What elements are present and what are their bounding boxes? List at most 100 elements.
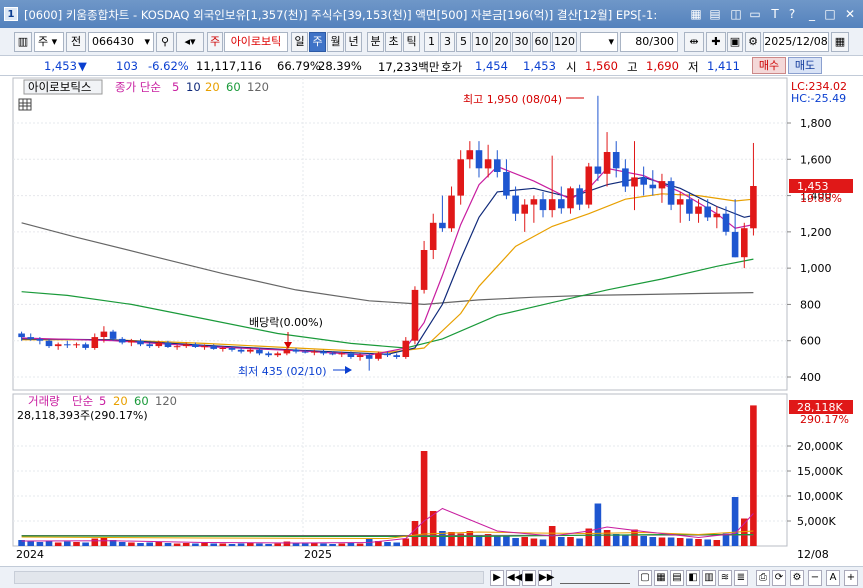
tick-3[interactable]: 3 (440, 32, 455, 52)
stock-type-badge: 주 (207, 32, 223, 52)
zoom-out-button[interactable]: − (808, 570, 822, 586)
maximize-icon[interactable]: □ (824, 7, 836, 21)
ma-line-10 (21, 176, 754, 355)
help-icon[interactable]: ? (788, 7, 796, 21)
count-input[interactable]: 80/300 (620, 32, 678, 52)
tick-20[interactable]: 20 (492, 32, 511, 52)
dividend-annotation: 배당락(0.00%) (249, 316, 323, 329)
stop-button[interactable]: ■ (522, 570, 536, 586)
period-tick[interactable]: 틱 (403, 32, 420, 52)
zoom-slider[interactable] (560, 571, 630, 584)
volume-bar (475, 535, 483, 546)
volume-bar (713, 540, 721, 546)
candle-body (73, 344, 80, 346)
market-select[interactable]: 주 ▾ (34, 32, 64, 52)
settings-icon[interactable]: ⚙ (790, 570, 804, 586)
tick-1[interactable]: 1 (424, 32, 439, 52)
volume-bar (722, 533, 730, 546)
window-icon[interactable]: ▭ (749, 7, 761, 21)
custom-period-input[interactable]: ▾ (580, 32, 618, 52)
forward-button[interactable]: ▶▶ (538, 570, 554, 586)
volume-bar (311, 543, 318, 546)
scroll-right-button[interactable]: ▶ (490, 570, 504, 586)
tick-120[interactable]: 120 (552, 32, 577, 52)
volume-bar (18, 540, 25, 546)
lock-icon[interactable]: ▤ (709, 7, 721, 21)
volume-bar (201, 543, 208, 546)
volume-bar (741, 518, 748, 546)
volume-value-text: 28,118,393주(290.17%) (17, 409, 148, 422)
y-tick-label: 600 (800, 335, 821, 348)
search-icon[interactable]: ⚲ (156, 32, 174, 52)
pin-icon[interactable]: T (771, 7, 779, 21)
crosshair-icon[interactable]: ✚ (706, 32, 726, 52)
fit-button[interactable]: A (826, 570, 840, 586)
sell-button[interactable]: 매도 (788, 57, 822, 74)
candle-body (667, 181, 675, 205)
rewind-button[interactable]: ◀◀ (506, 570, 522, 586)
candle-body (192, 344, 199, 347)
layout-icon-3[interactable]: ▤ (670, 570, 684, 586)
table-toggle-icon[interactable] (18, 98, 32, 111)
legend-stock-box[interactable] (23, 79, 103, 95)
refresh-icon[interactable]: ⟳ (772, 570, 786, 586)
chart-annotations: 최고 1,950 (08/04) 배당락(0.00%) 최저 435 (02/1… (238, 93, 584, 378)
zoom-in-button[interactable]: + (844, 570, 858, 586)
candle-body (265, 353, 272, 356)
legend-ma-label: 종가 단순 (115, 80, 161, 94)
candle-body (585, 166, 593, 205)
volume-bar (494, 536, 501, 546)
layout-icon-6[interactable]: ≋ (718, 570, 732, 586)
zoom-icon[interactable]: ⇹ (684, 32, 704, 52)
volume-bar (320, 543, 327, 546)
tick-5[interactable]: 5 (456, 32, 471, 52)
volume-ma20-line (21, 530, 754, 540)
volume-bar (118, 542, 126, 546)
restore-icon[interactable]: ◫ (730, 7, 742, 21)
save-icon[interactable]: ▣ (727, 32, 743, 52)
layout-icon-4[interactable]: ◧ (686, 570, 700, 586)
gear-icon[interactable]: ⚙ (745, 32, 761, 52)
volume-bar (411, 521, 419, 546)
buy-button[interactable]: 매수 (752, 57, 786, 74)
volume-legend-ma-label: 단순 (72, 394, 93, 408)
scroll-track[interactable] (14, 571, 484, 584)
candle-body (658, 181, 666, 189)
print-icon[interactable]: ⎙ (756, 570, 770, 586)
period-day[interactable]: 일 (291, 32, 308, 52)
current-price: 1,453 (44, 59, 77, 73)
period-second[interactable]: 초 (385, 32, 402, 52)
period-month[interactable]: 월 (327, 32, 344, 52)
tick-30[interactable]: 30 (512, 32, 531, 52)
volume-legend: 거래량 단순 5 20 60 120 28,118,393주(290.17%) (17, 394, 177, 422)
volume-bar (329, 544, 336, 546)
close-icon[interactable]: ✕ (844, 7, 856, 21)
prev-button[interactable]: 전 (66, 32, 86, 52)
volume-bar (192, 543, 199, 546)
price-volume-chart[interactable]: 아이로보틱스 종가 단순 5 10 20 60 120 최고 1,950 (08… (0, 76, 863, 566)
change-percent: -6.62% (148, 59, 189, 73)
tick-10[interactable]: 10 (472, 32, 491, 52)
volume-bar (82, 542, 89, 546)
layout-icon-1[interactable]: ▢ (638, 570, 652, 586)
date-input[interactable]: 2025/12/08 (763, 32, 829, 52)
period-year[interactable]: 년 (345, 32, 362, 52)
layout-icon-7[interactable]: ≣ (734, 570, 748, 586)
tick-60[interactable]: 60 (532, 32, 551, 52)
period-week[interactable]: 주 (309, 32, 326, 52)
minimize-icon[interactable]: _ (809, 7, 815, 21)
stock-code-input[interactable]: 066430 ▾ (88, 32, 154, 52)
stock-name[interactable]: 아이로보틱 (224, 32, 288, 52)
layout-icon-5[interactable]: ▥ (702, 570, 716, 586)
calendar-icon[interactable]: ▦ (831, 32, 849, 52)
layout-icon-2[interactable]: ▦ (654, 570, 668, 586)
candle-body (64, 344, 71, 346)
candle-body (411, 289, 419, 341)
speaker-icon[interactable]: ◂▾ (176, 32, 204, 52)
candle-body (631, 177, 638, 187)
link-icon[interactable]: ▦ (690, 7, 702, 21)
volume-bar (457, 533, 464, 546)
period-minute[interactable]: 분 (367, 32, 384, 52)
chart-type-icon[interactable]: ▥ (14, 32, 32, 52)
volume-ma5-line (21, 507, 754, 544)
